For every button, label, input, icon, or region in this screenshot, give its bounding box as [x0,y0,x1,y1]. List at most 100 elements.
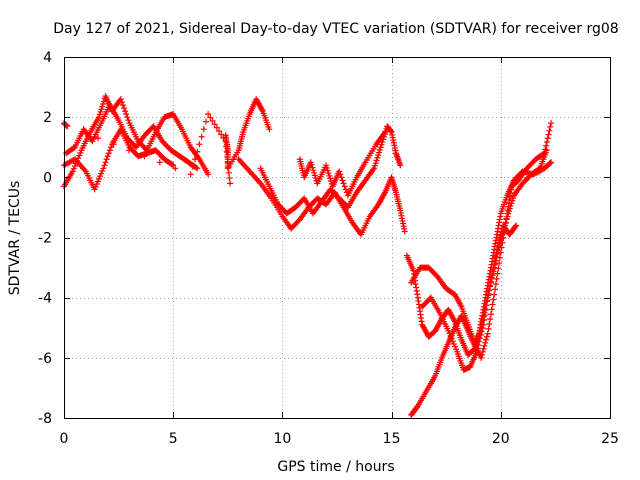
data-point-marker [542,146,549,153]
data-point-marker [123,111,130,118]
data-point-marker [547,123,554,130]
x-tick-label: 15 [383,431,401,447]
series-trace-5 [235,156,408,238]
data-point-marker [548,159,555,166]
data-point-marker [495,265,502,272]
y-tick-label: -4 [38,291,52,307]
data-point-marker [222,138,229,145]
data-point-marker [309,164,316,171]
data-point-marker [104,153,111,160]
data-point-marker [70,165,77,172]
data-point-marker [377,144,384,151]
data-point-marker [105,150,112,157]
data-point-marker [545,131,552,138]
data-point-marker [71,163,78,170]
data-point-marker [482,307,489,314]
data-point-marker [100,101,107,108]
data-point-marker [476,338,483,345]
data-point-marker [496,236,503,243]
data-point-marker [487,311,494,318]
data-point-marker [371,162,378,169]
data-point-marker [310,167,317,174]
y-axis-label: SDTVAR / TECUs [7,181,23,296]
grid-lines [64,57,610,418]
data-point-marker [548,120,555,127]
series-trace-10 [408,120,555,361]
data-point-marker [473,348,480,355]
data-point-marker [483,333,490,340]
data-point-marker [493,275,500,282]
data-point-marker [79,129,86,136]
data-point-marker [488,274,495,281]
data-point-marker [484,330,491,337]
data-point-marker [189,163,196,170]
data-point-marker [225,164,232,171]
data-point-marker [493,249,500,256]
data-point-marker [192,156,199,163]
x-tick-label: 0 [60,431,69,447]
data-point-marker [103,156,110,163]
data-point-marker [479,348,486,355]
data-point-marker [125,147,132,154]
data-point-marker [478,351,485,358]
data-point-marker [187,171,194,178]
data-point-marker [311,169,318,176]
data-point-marker [102,159,109,166]
data-point-marker [341,183,348,190]
data-point-marker [540,151,547,158]
data-point-marker [99,167,106,174]
y-tick-label: 0 [43,170,52,186]
data-point-marker [489,301,496,308]
data-point-marker [169,161,176,168]
data-point-marker [69,168,76,175]
data-point-marker [194,148,201,155]
data-point-marker [77,149,84,156]
data-point-marker [397,162,404,169]
data-point-marker [547,160,554,167]
data-point-marker [326,172,333,179]
data-point-marker [95,175,102,182]
data-point-marker [95,135,102,142]
data-point-marker [503,215,510,222]
data-point-marker [118,99,125,106]
data-point-marker [487,278,494,285]
data-point-marker [487,316,494,323]
data-point-marker [106,147,113,154]
data-point-marker [98,170,105,177]
data-point-marker [492,253,499,260]
data-point-marker [336,168,343,175]
data-point-marker [474,345,481,352]
data-point-marker [484,297,491,304]
data-point-marker [224,154,231,161]
x-tick-label: 10 [273,431,291,447]
data-point-marker [376,146,383,153]
data-point-marker [207,114,214,121]
data-point-marker [483,336,490,343]
data-point-marker [495,239,502,246]
data-point-marker [480,321,487,328]
data-point-marker [445,327,452,334]
data-point-marker [312,175,319,182]
series-trace-11 [419,222,520,373]
data-point-marker [496,260,503,267]
data-point-marker [205,111,212,118]
data-point-marker [492,286,499,293]
data-point-marker [337,171,344,178]
data-point-marker [481,342,488,349]
series-trace-3 [61,126,177,193]
data-point-marker [543,142,550,149]
data-point-marker [543,138,550,145]
x-tick-label: 25 [601,431,619,447]
data-point-marker [266,126,273,133]
data-point-marker [307,159,314,166]
data-point-marker [107,144,114,151]
data-point-marker [488,306,495,313]
data-point-marker [448,335,455,342]
x-tick-label: 20 [492,431,510,447]
data-point-marker [218,131,225,138]
data-point-marker [193,164,200,171]
x-axis-label: GPS time / hours [277,459,394,475]
data-point-marker [200,126,207,133]
y-axis-ticks: -8 -6 -4 -2 0 2 4 [38,50,610,427]
data-point-marker [481,316,488,323]
